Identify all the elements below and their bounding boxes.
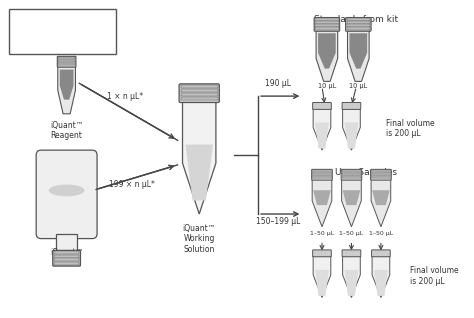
- Bar: [346, 21, 370, 24]
- Polygon shape: [185, 145, 213, 200]
- Polygon shape: [372, 256, 390, 298]
- Bar: [181, 85, 218, 88]
- Text: 190 μL: 190 μL: [265, 79, 291, 88]
- Bar: [181, 89, 218, 92]
- Polygon shape: [315, 122, 329, 149]
- FancyBboxPatch shape: [346, 17, 371, 31]
- Bar: [371, 173, 391, 175]
- Text: 1–50 μL: 1–50 μL: [369, 231, 393, 236]
- Polygon shape: [345, 122, 358, 149]
- Text: Ensure all reagents are
at room temperature: Ensure all reagents are at room temperat…: [17, 22, 106, 41]
- Bar: [312, 170, 332, 172]
- FancyBboxPatch shape: [372, 250, 390, 257]
- FancyBboxPatch shape: [179, 84, 219, 102]
- Polygon shape: [347, 30, 369, 81]
- Bar: [181, 93, 218, 96]
- Polygon shape: [313, 109, 331, 150]
- Polygon shape: [342, 180, 361, 227]
- Text: User Samples: User Samples: [335, 168, 397, 177]
- Text: 10 μL: 10 μL: [318, 83, 336, 89]
- Bar: [315, 18, 339, 21]
- Polygon shape: [372, 190, 390, 205]
- Text: iQuant™
Reagent: iQuant™ Reagent: [50, 121, 83, 140]
- Text: Final volume
is 200 μL: Final volume is 200 μL: [386, 119, 435, 138]
- Bar: [315, 24, 339, 27]
- Bar: [346, 18, 370, 21]
- Polygon shape: [316, 30, 337, 81]
- FancyBboxPatch shape: [314, 17, 340, 31]
- Bar: [346, 27, 370, 30]
- Bar: [342, 170, 361, 172]
- Text: Standards from kit: Standards from kit: [314, 15, 399, 24]
- Bar: [371, 176, 391, 178]
- FancyBboxPatch shape: [341, 169, 362, 180]
- FancyBboxPatch shape: [313, 102, 331, 109]
- Text: 1–50 μL: 1–50 μL: [339, 231, 364, 236]
- Text: 10 μL: 10 μL: [349, 83, 367, 89]
- Text: Final volume
is 200 μL: Final volume is 200 μL: [410, 266, 459, 286]
- Bar: [315, 27, 339, 30]
- Bar: [371, 170, 391, 172]
- Polygon shape: [60, 70, 73, 100]
- Polygon shape: [349, 33, 367, 69]
- FancyBboxPatch shape: [313, 250, 331, 257]
- Polygon shape: [182, 101, 216, 214]
- Text: 1–50 μL: 1–50 μL: [310, 231, 334, 236]
- Bar: [56, 234, 77, 251]
- Text: 150–199 μL: 150–199 μL: [255, 217, 300, 226]
- FancyBboxPatch shape: [312, 169, 332, 180]
- Ellipse shape: [49, 184, 84, 196]
- Bar: [346, 24, 370, 27]
- FancyBboxPatch shape: [371, 169, 391, 180]
- Polygon shape: [58, 67, 75, 114]
- Bar: [312, 176, 332, 178]
- Polygon shape: [345, 270, 358, 296]
- Bar: [54, 262, 80, 265]
- Text: iQuant™
Buffer: iQuant™ Buffer: [50, 248, 83, 268]
- Bar: [342, 176, 361, 178]
- Bar: [315, 21, 339, 24]
- Polygon shape: [313, 256, 331, 298]
- Bar: [54, 251, 80, 254]
- FancyBboxPatch shape: [57, 56, 76, 67]
- Bar: [181, 97, 218, 100]
- Polygon shape: [312, 180, 332, 227]
- FancyBboxPatch shape: [342, 250, 361, 257]
- Bar: [58, 57, 75, 59]
- Bar: [312, 173, 332, 175]
- Text: 199 × n μL*: 199 × n μL*: [109, 180, 155, 190]
- FancyBboxPatch shape: [53, 250, 81, 266]
- FancyBboxPatch shape: [9, 9, 116, 54]
- Polygon shape: [318, 33, 336, 69]
- FancyBboxPatch shape: [36, 150, 97, 238]
- Polygon shape: [374, 270, 388, 296]
- FancyBboxPatch shape: [342, 102, 361, 109]
- Polygon shape: [343, 190, 360, 205]
- Text: iQuant™
Working
Solution: iQuant™ Working Solution: [182, 224, 216, 254]
- Bar: [54, 258, 80, 261]
- Bar: [54, 255, 80, 258]
- Bar: [58, 63, 75, 65]
- Bar: [342, 173, 361, 175]
- Polygon shape: [371, 180, 391, 227]
- Polygon shape: [343, 256, 360, 298]
- Polygon shape: [315, 270, 329, 296]
- Polygon shape: [343, 109, 360, 150]
- Polygon shape: [313, 190, 331, 205]
- Text: 1 × n μL*: 1 × n μL*: [108, 92, 144, 101]
- Bar: [58, 60, 75, 62]
